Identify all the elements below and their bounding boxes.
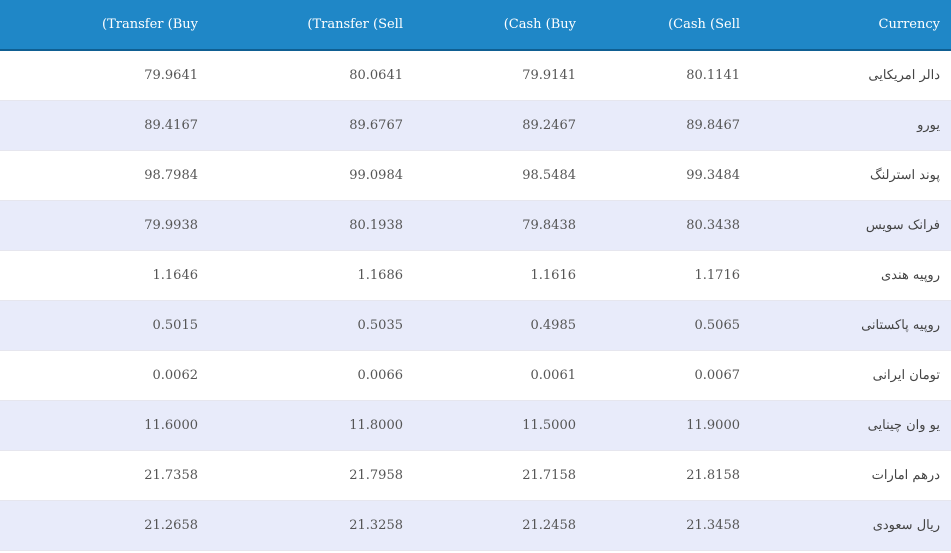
cell-cash-sell: 0.5065	[578, 300, 746, 351]
table-row: 98.7984 99.0984 98.5484 99.3484 پوند استرلنگ	[0, 150, 951, 201]
table-row: 11.6000 11.8000 11.5000 11.9000 یو وان چینای…	[0, 400, 951, 451]
cell-cash-sell: 1.1716	[578, 250, 746, 301]
cell-currency: ریال سعودی	[746, 500, 951, 551]
cell-transfer-buy: 21.2658	[0, 500, 200, 551]
header-currency: Currency	[746, 0, 951, 51]
table-row: 89.4167 89.6767 89.2467 89.8467 یورو	[0, 100, 951, 151]
cell-transfer-sell: 0.5035	[200, 300, 405, 351]
cell-cash-buy: 21.7158	[405, 450, 578, 501]
table-row: 21.2658 21.3258 21.2458 21.3458 ریال سعودی	[0, 500, 951, 551]
cell-transfer-sell: 0.0066	[200, 350, 405, 401]
cell-cash-buy: 21.2458	[405, 500, 578, 551]
cell-transfer-sell: 80.1938	[200, 200, 405, 251]
cell-cash-sell: 11.9000	[578, 400, 746, 451]
table-row: 79.9641 80.0641 79.9141 80.1141 دالر امریکای…	[0, 50, 951, 101]
cell-cash-buy: 98.5484	[405, 150, 578, 201]
table-row: 1.1646 1.1686 1.1616 1.1716 روپیه هندی	[0, 250, 951, 301]
cell-currency: یو وان چینایی	[746, 400, 951, 451]
cell-transfer-buy: 0.0062	[0, 350, 200, 401]
cell-currency: فرانک سویس	[746, 200, 951, 251]
cell-cash-sell: 99.3484	[578, 150, 746, 201]
cell-transfer-sell: 89.6767	[200, 100, 405, 151]
cell-cash-sell: 21.3458	[578, 500, 746, 551]
cell-currency: یورو	[746, 100, 951, 151]
table-body: 79.9641 80.0641 79.9141 80.1141 دالر امریکای…	[0, 50, 951, 551]
cell-cash-sell: 89.8467	[578, 100, 746, 151]
header-transfer-sell: (Transfer (Sell	[200, 0, 405, 51]
cell-transfer-buy: 79.9641	[0, 50, 200, 101]
cell-currency: روپیه پاکستانی	[746, 300, 951, 351]
cell-cash-sell: 80.3438	[578, 200, 746, 251]
cell-transfer-sell: 1.1686	[200, 250, 405, 301]
cell-cash-sell: 21.8158	[578, 450, 746, 501]
table-row: 79.9938 80.1938 79.8438 80.3438 فرانک سویس	[0, 200, 951, 251]
header-row: (Transfer (Buy (Transfer (Sell (Cash (Bu…	[0, 0, 951, 51]
cell-cash-buy: 11.5000	[405, 400, 578, 451]
cell-currency: پوند استرلنگ	[746, 150, 951, 201]
cell-cash-buy: 79.8438	[405, 200, 578, 251]
cell-currency: تومان ایرانی	[746, 350, 951, 401]
cell-cash-buy: 0.4985	[405, 300, 578, 351]
cell-cash-buy: 89.2467	[405, 100, 578, 151]
cell-cash-sell: 0.0067	[578, 350, 746, 401]
cell-transfer-sell: 80.0641	[200, 50, 405, 101]
cell-cash-buy: 79.9141	[405, 50, 578, 101]
cell-currency: روپیه هندی	[746, 250, 951, 301]
cell-cash-buy: 1.1616	[405, 250, 578, 301]
table-row: 0.0062 0.0066 0.0061 0.0067 تومان ایرانی	[0, 350, 951, 401]
cell-cash-sell: 80.1141	[578, 50, 746, 101]
table-header: (Transfer (Buy (Transfer (Sell (Cash (Bu…	[0, 0, 951, 51]
cell-transfer-buy: 79.9938	[0, 200, 200, 251]
cell-transfer-buy: 0.5015	[0, 300, 200, 351]
cell-transfer-buy: 21.7358	[0, 450, 200, 501]
cell-transfer-sell: 11.8000	[200, 400, 405, 451]
cell-transfer-buy: 11.6000	[0, 400, 200, 451]
cell-currency: دالر امریکایی	[746, 50, 951, 101]
cell-transfer-buy: 98.7984	[0, 150, 200, 201]
cell-transfer-sell: 99.0984	[200, 150, 405, 201]
header-cash-buy: (Cash (Buy	[405, 0, 578, 51]
cell-transfer-buy: 89.4167	[0, 100, 200, 151]
cell-transfer-sell: 21.3258	[200, 500, 405, 551]
cell-cash-buy: 0.0061	[405, 350, 578, 401]
cell-transfer-buy: 1.1646	[0, 250, 200, 301]
cell-currency: درهم امارات	[746, 450, 951, 501]
table-row: 21.7358 21.7958 21.7158 21.8158 درهم امارات	[0, 450, 951, 501]
header-transfer-buy: (Transfer (Buy	[0, 0, 200, 51]
header-cash-sell: (Cash (Sell	[578, 0, 746, 51]
table-row: 0.5015 0.5035 0.4985 0.5065 روپیه پاکستانی	[0, 300, 951, 351]
cell-transfer-sell: 21.7958	[200, 450, 405, 501]
